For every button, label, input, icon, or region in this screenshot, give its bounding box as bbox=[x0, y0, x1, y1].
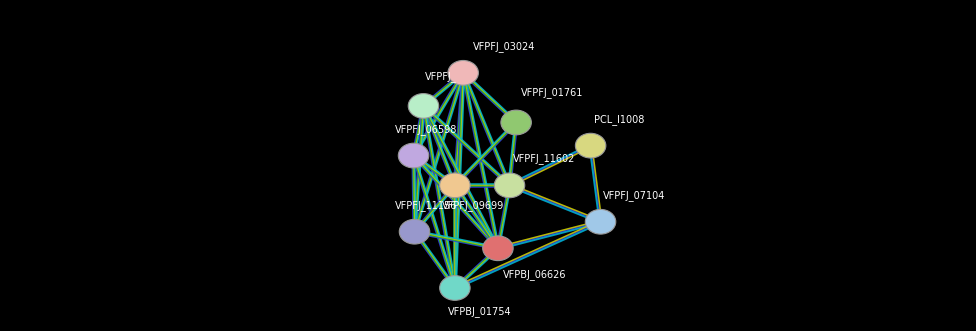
Text: VFPFJ_: VFPFJ_ bbox=[425, 71, 456, 81]
Text: VFPFJ_03024: VFPFJ_03024 bbox=[473, 41, 536, 52]
Ellipse shape bbox=[408, 94, 438, 118]
Ellipse shape bbox=[439, 173, 470, 198]
Ellipse shape bbox=[501, 110, 531, 135]
Text: VFPFJ_11602: VFPFJ_11602 bbox=[512, 154, 575, 164]
Text: VFPFJ_11156: VFPFJ_11156 bbox=[394, 200, 457, 211]
Ellipse shape bbox=[439, 276, 470, 300]
Text: VFPFJ_07104: VFPFJ_07104 bbox=[603, 190, 666, 201]
Ellipse shape bbox=[494, 173, 525, 198]
Text: VFPBJ_01754: VFPBJ_01754 bbox=[448, 306, 511, 316]
Ellipse shape bbox=[448, 61, 478, 85]
Text: VFPFJ_01761: VFPFJ_01761 bbox=[521, 87, 584, 98]
Text: VFPBJ_06626: VFPBJ_06626 bbox=[503, 269, 566, 280]
Ellipse shape bbox=[483, 236, 513, 260]
Ellipse shape bbox=[586, 210, 616, 234]
Text: VFPFJ_06598: VFPFJ_06598 bbox=[395, 124, 458, 134]
Text: PCL_l1008: PCL_l1008 bbox=[594, 114, 644, 124]
Ellipse shape bbox=[399, 219, 429, 244]
Ellipse shape bbox=[398, 143, 428, 168]
Text: VFPFJ_09699: VFPFJ_09699 bbox=[442, 200, 504, 211]
Ellipse shape bbox=[576, 133, 606, 158]
